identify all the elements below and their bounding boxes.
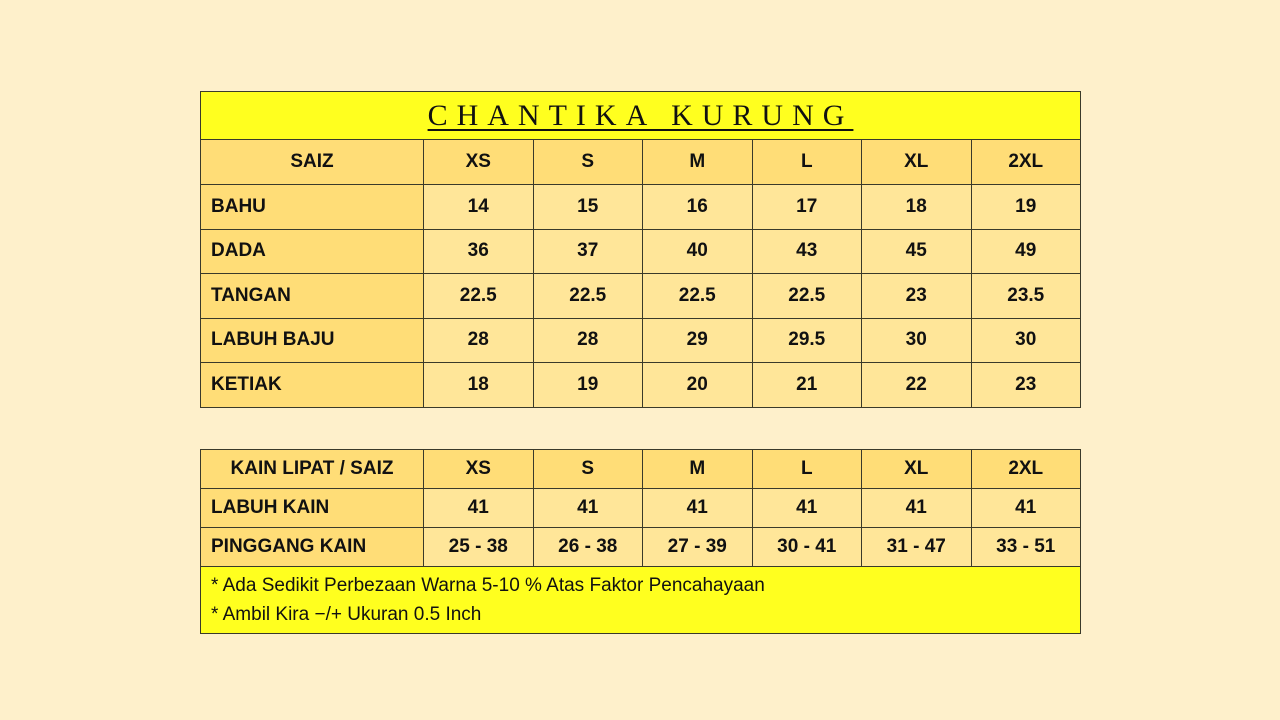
notes-row: * Ada Sedikit Perbezaan Warna 5-10 % Ata… <box>200 566 1081 634</box>
page-title: CHANTIKA KURUNG <box>200 91 1081 140</box>
table-row: KETIAK 18 19 20 21 22 23 <box>200 362 1081 408</box>
table-cell: 16 <box>642 184 753 230</box>
table-cell: 36 <box>423 228 534 274</box>
table-cell: 18 <box>861 184 972 230</box>
table-cell: 33 - 51 <box>970 527 1081 567</box>
table-cell: 25 - 38 <box>423 527 534 567</box>
table-row: LABUH KAIN 41 41 41 41 41 41 <box>200 488 1081 528</box>
column-header: M <box>642 449 753 489</box>
table-row: PINGGANG KAIN 25 - 38 26 - 38 27 - 39 30 - 4… <box>200 527 1081 567</box>
table-cell: 28 <box>532 317 643 363</box>
table-cell: 29 <box>642 317 753 363</box>
row-label: TANGAN <box>200 273 424 319</box>
table-cell: 41 <box>970 488 1081 528</box>
column-header: S <box>532 139 643 185</box>
table-cell: 41 <box>532 488 643 528</box>
table-cell: 18 <box>423 362 534 408</box>
column-header: XL <box>861 139 972 185</box>
table-cell: 40 <box>642 228 753 274</box>
table-cell: 19 <box>970 184 1081 230</box>
note-line: * Ada Sedikit Perbezaan Warna 5-10 % Ata… <box>211 575 765 596</box>
note-line: * Ambil Kira −/+ Ukuran 0.5 Inch <box>211 604 482 625</box>
header-row: KAIN LIPAT / SAIZ XS S M L XL 2XL <box>200 449 1081 489</box>
column-header: L <box>751 449 862 489</box>
table-cell: 49 <box>970 228 1081 274</box>
table-cell: 31 - 47 <box>861 527 972 567</box>
row-label: BAHU <box>200 184 424 230</box>
table-cell: 17 <box>751 184 862 230</box>
column-header: SAIZ <box>200 139 424 185</box>
table-cell: 30 <box>861 317 972 363</box>
header-row: SAIZ XS S M L XL 2XL <box>200 139 1081 185</box>
table-cell: 20 <box>642 362 753 408</box>
table-cell: 28 <box>423 317 534 363</box>
table-cell: 22 <box>861 362 972 408</box>
column-header: M <box>642 139 753 185</box>
column-header: S <box>532 449 643 489</box>
notes: * Ada Sedikit Perbezaan Warna 5-10 % Ata… <box>200 566 1081 634</box>
table-cell: 26 - 38 <box>532 527 643 567</box>
column-header: XL <box>861 449 972 489</box>
table-row: LABUH BAJU 28 28 29 29.5 30 30 <box>200 317 1081 363</box>
table-row: BAHU 14 15 16 17 18 19 <box>200 184 1081 230</box>
table-cell: 27 - 39 <box>642 527 753 567</box>
row-label: PINGGANG KAIN <box>200 527 424 567</box>
table-cell: 23 <box>861 273 972 319</box>
column-header: KAIN LIPAT / SAIZ <box>200 449 424 489</box>
title-text: CHANTIKA KURUNG <box>427 98 854 132</box>
column-header: XS <box>423 139 534 185</box>
baju-size-table: CHANTIKA KURUNG SAIZ XS S M L XL 2XL BAHU 14 15 16… <box>200 91 1081 408</box>
column-header: 2XL <box>970 139 1081 185</box>
column-header: L <box>751 139 862 185</box>
row-label: LABUH BAJU <box>200 317 424 363</box>
table-cell: 41 <box>751 488 862 528</box>
table-cell: 23 <box>970 362 1081 408</box>
table-cell: 22.5 <box>423 273 534 319</box>
table-row: TANGAN 22.5 22.5 22.5 22.5 23 23.5 <box>200 273 1081 319</box>
table-cell: 22.5 <box>751 273 862 319</box>
table-cell: 45 <box>861 228 972 274</box>
table-cell: 30 <box>970 317 1081 363</box>
table-cell: 29.5 <box>751 317 862 363</box>
table-cell: 22.5 <box>532 273 643 319</box>
table-cell: 41 <box>642 488 753 528</box>
row-label: LABUH KAIN <box>200 488 424 528</box>
table-cell: 30 - 41 <box>751 527 862 567</box>
column-header: 2XL <box>970 449 1081 489</box>
table-cell: 37 <box>532 228 643 274</box>
table-cell: 19 <box>532 362 643 408</box>
column-header: XS <box>423 449 534 489</box>
table-cell: 43 <box>751 228 862 274</box>
kain-size-table: KAIN LIPAT / SAIZ XS S M L XL 2XL LABUH KAIN 41 4… <box>200 449 1081 634</box>
table-cell: 23.5 <box>970 273 1081 319</box>
row-label: DADA <box>200 228 424 274</box>
table-cell: 22.5 <box>642 273 753 319</box>
table-row: DADA 36 37 40 43 45 49 <box>200 228 1081 274</box>
row-label: KETIAK <box>200 362 424 408</box>
table-cell: 41 <box>861 488 972 528</box>
table-cell: 15 <box>532 184 643 230</box>
table-cell: 21 <box>751 362 862 408</box>
table-cell: 41 <box>423 488 534 528</box>
table-cell: 14 <box>423 184 534 230</box>
